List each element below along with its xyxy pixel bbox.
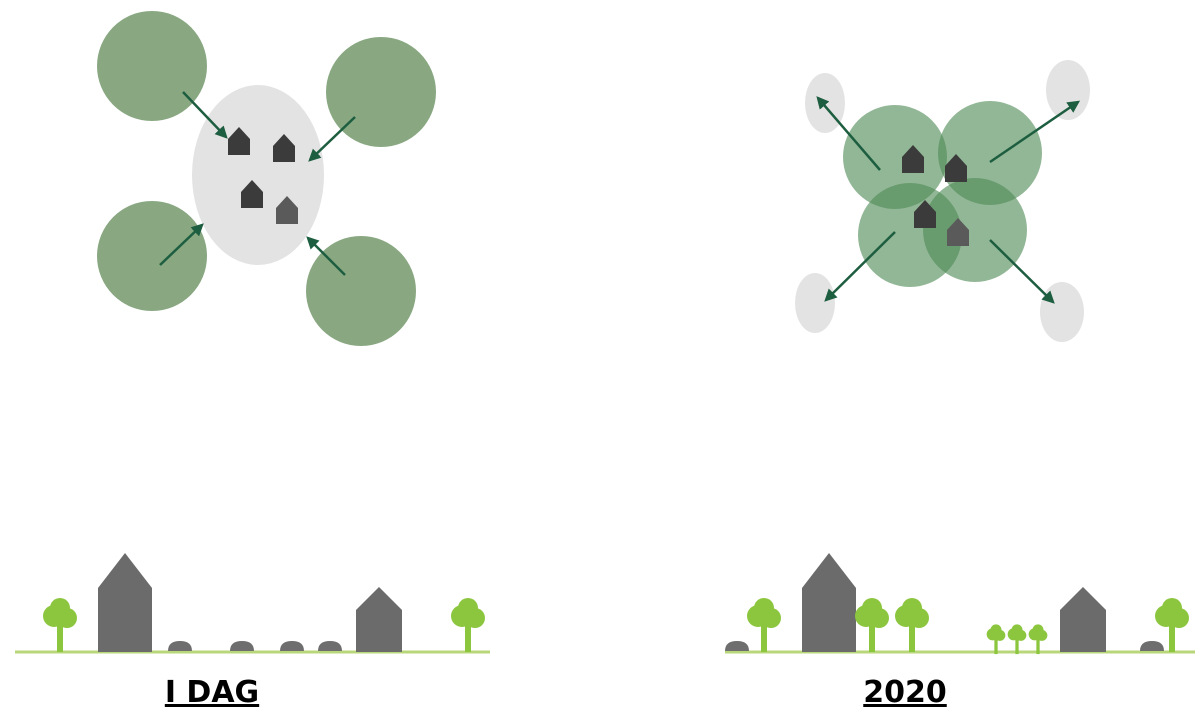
future-skyline [725,553,1195,654]
panel-label: 2020 [863,675,947,710]
future-diagram [795,60,1090,342]
diagram: I DAG 2020 [0,0,1198,711]
town-area [192,85,324,265]
today-skyline [15,553,490,652]
page: I DAG 2020 (() => { const data = JSON.pa… [0,0,1198,711]
today-diagram [97,11,436,346]
green-areas [843,101,1042,287]
panel-label: I DAG [165,675,259,710]
